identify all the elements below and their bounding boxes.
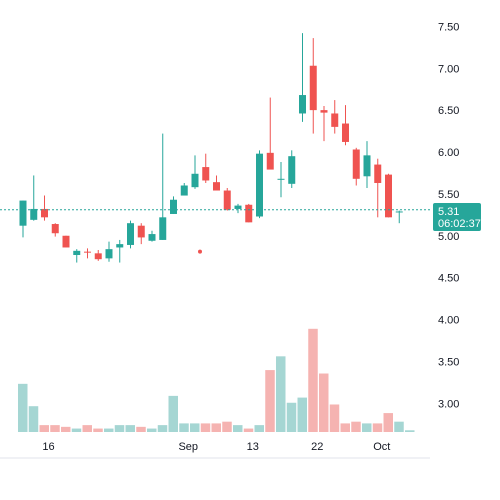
- y-tick-label: 4.50: [438, 273, 459, 285]
- volume-bar: [93, 428, 103, 432]
- volume-bar: [394, 421, 404, 432]
- last-price-tag-background: [433, 203, 481, 231]
- candle-body: [256, 153, 263, 217]
- volume-bar: [104, 428, 114, 432]
- y-tick-label: 5.00: [438, 231, 459, 243]
- outlier-point: [198, 249, 202, 254]
- x-axis: 16 Sep 13 22 Oct: [42, 441, 390, 453]
- volume-bar: [71, 428, 82, 432]
- volume-bar: [222, 421, 232, 432]
- volume-bar: [179, 423, 189, 432]
- candle-body: [116, 244, 124, 248]
- candlesticks: [19, 33, 403, 263]
- volume-bar: [39, 425, 49, 432]
- volume-bar: [114, 425, 125, 432]
- candle-body: [299, 95, 306, 114]
- candle-body: [288, 156, 296, 184]
- bar-countdown: 06:02:37: [438, 218, 481, 230]
- candle-body: [19, 200, 27, 226]
- y-tick-label: 6.50: [438, 105, 459, 117]
- candle-body: [191, 173, 199, 188]
- candle-body: [266, 152, 274, 170]
- candle-body: [320, 110, 328, 113]
- candle-body: [352, 149, 360, 179]
- volume-bar: [372, 423, 383, 432]
- candle-body: [374, 164, 382, 183]
- volume-bar: [329, 404, 340, 432]
- candle-body: [105, 249, 113, 259]
- candle-body: [180, 185, 188, 196]
- volume-bar: [61, 426, 71, 432]
- volume-bar: [190, 423, 200, 432]
- volume-bar: [168, 395, 178, 432]
- x-tick-label: 22: [311, 441, 323, 453]
- candle-body: [73, 250, 81, 256]
- candle-body: [331, 113, 339, 127]
- candle-body: [395, 211, 403, 213]
- volume-bar: [276, 356, 286, 432]
- candle-body: [202, 167, 210, 181]
- y-tick-label: 3.00: [438, 398, 459, 410]
- volume-bars: [18, 328, 415, 432]
- candle-body: [51, 224, 59, 234]
- candle-body: [137, 225, 145, 238]
- candle-body: [223, 190, 231, 210]
- y-tick-label: 5.50: [438, 189, 459, 201]
- volume-bar: [136, 426, 146, 432]
- volume-bar: [286, 402, 297, 432]
- candle-body: [62, 235, 70, 248]
- volume-bar: [308, 328, 318, 432]
- candle-body: [30, 208, 38, 220]
- volume-bar: [319, 373, 329, 432]
- x-tick-label: Oct: [373, 441, 390, 453]
- volume-bar: [18, 383, 28, 432]
- volume-bar: [254, 425, 264, 432]
- candle-body: [94, 253, 102, 260]
- volume-bar: [28, 406, 39, 432]
- volume-bar: [383, 413, 393, 432]
- candle-body: [41, 208, 48, 218]
- y-tick-label: 3.50: [438, 356, 459, 368]
- volume-bar: [211, 423, 221, 432]
- y-tick-label: 7.50: [438, 21, 459, 33]
- candle-body: [363, 155, 371, 177]
- x-tick-label: 13: [247, 441, 259, 453]
- last-price-tag: 5.31 06:02:37: [433, 203, 481, 231]
- candle-body: [148, 234, 156, 241]
- volume-bar: [125, 425, 135, 432]
- volume-bar: [362, 423, 372, 432]
- volume-bar: [233, 425, 243, 432]
- candle-body: [213, 182, 220, 191]
- candle-body: [342, 123, 349, 142]
- volume-bar: [200, 423, 211, 432]
- candle-body: [234, 205, 242, 209]
- volume-bar: [405, 430, 415, 432]
- volume-bar: [297, 397, 307, 432]
- x-tick-label: Sep: [178, 441, 198, 453]
- volume-bar: [351, 421, 361, 432]
- volume-bar: [147, 428, 157, 432]
- y-tick-label: 4.00: [438, 315, 459, 327]
- y-tick-label: 6.00: [438, 147, 459, 159]
- volume-bar: [265, 370, 275, 432]
- candle-body: [385, 174, 392, 218]
- candle-body: [309, 65, 317, 111]
- volume-bar: [340, 423, 350, 432]
- volume-bar: [50, 425, 60, 432]
- candle-body: [84, 251, 91, 253]
- y-axis: 7.50 7.00 6.50 6.00 5.50 5.00 4.50 4.00 3.50 3.00: [438, 21, 459, 410]
- candle-body: [127, 223, 134, 245]
- candle-body: [159, 217, 167, 240]
- last-price-value: 5.31: [438, 206, 459, 218]
- candle-body: [170, 199, 177, 214]
- candle-body: [245, 204, 253, 223]
- y-tick-label: 7.00: [438, 63, 459, 75]
- x-tick-label: 16: [42, 441, 54, 453]
- volume-bar: [243, 428, 254, 432]
- candle-body: [277, 178, 285, 180]
- volume-bar: [157, 425, 168, 432]
- volume-bar: [82, 425, 92, 432]
